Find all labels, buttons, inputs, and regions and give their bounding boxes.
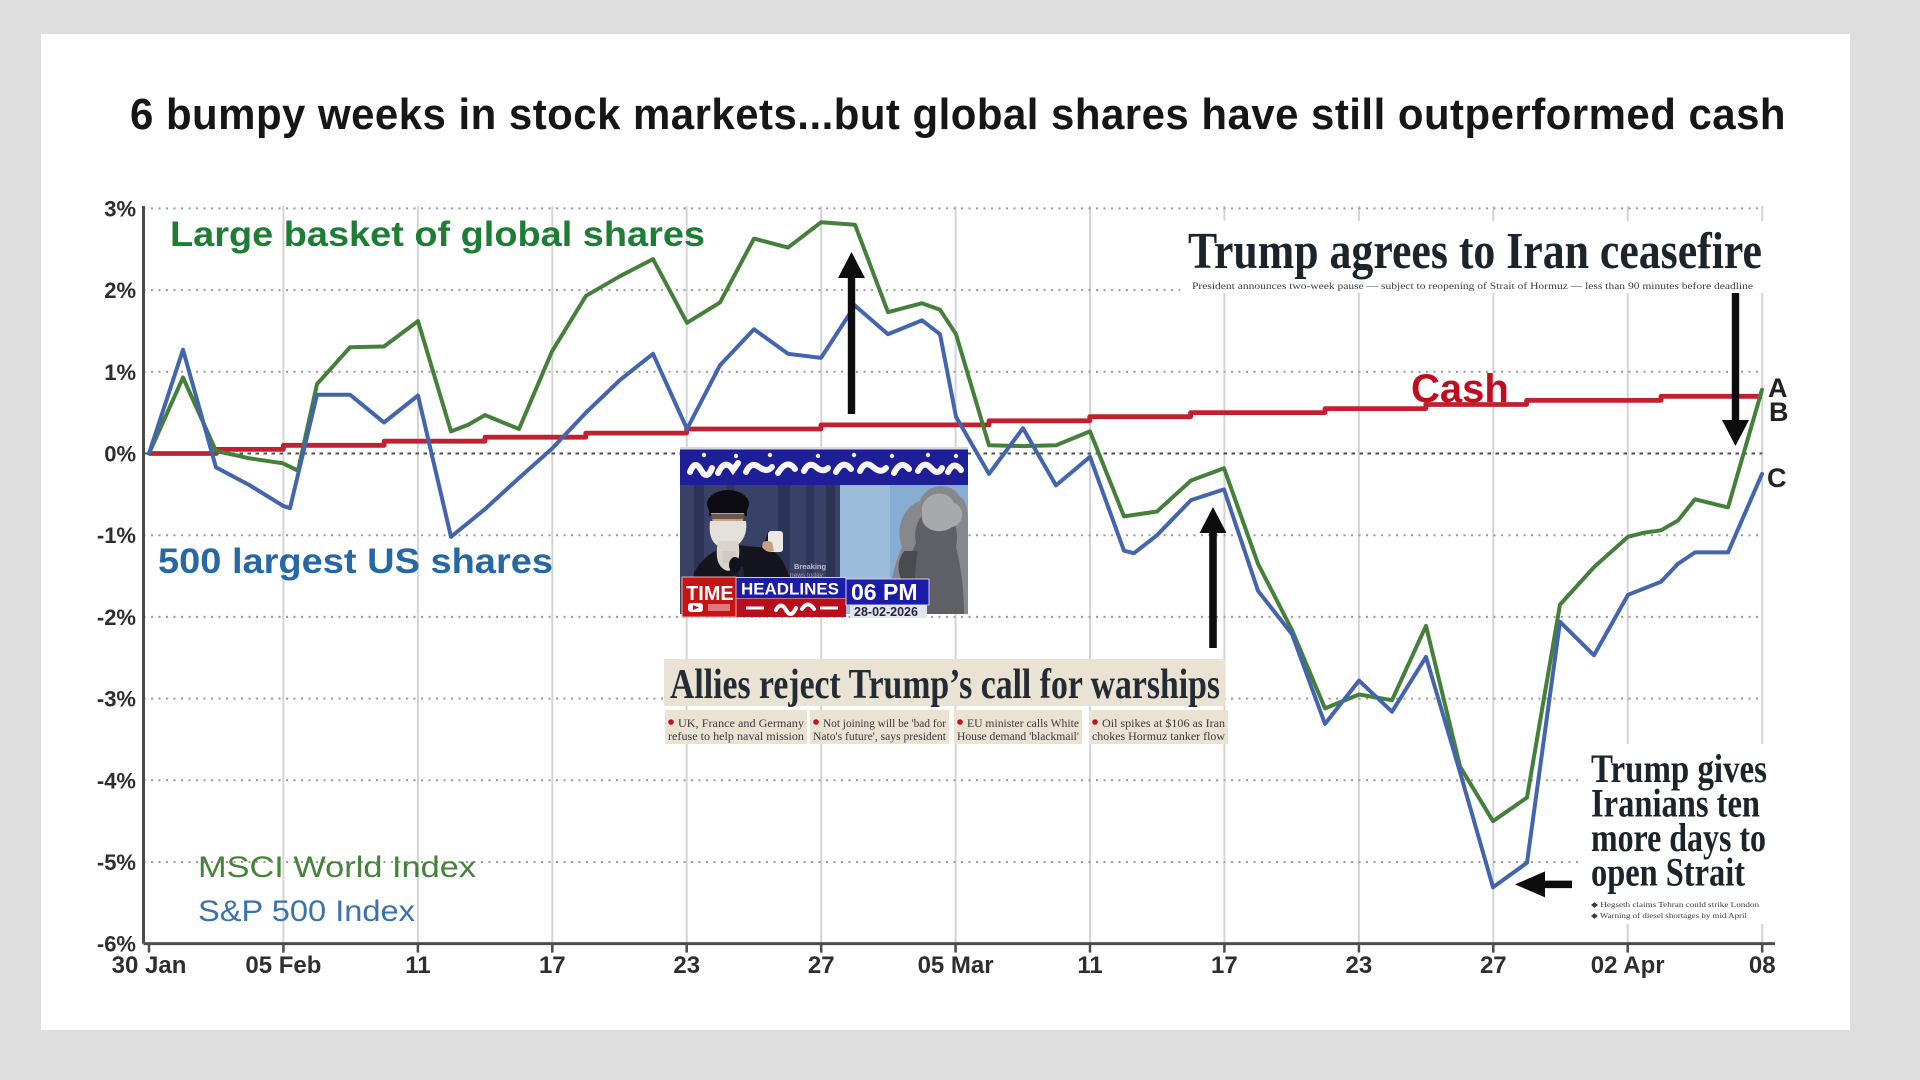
svg-text:2%: 2% <box>104 278 136 303</box>
svg-text:TIME: TIME <box>686 583 734 605</box>
svg-text:Oil spikes at $106 as Iran: Oil spikes at $106 as Iran <box>1102 716 1225 730</box>
svg-text:500 largest US shares: 500 largest US shares <box>158 542 553 581</box>
svg-text:chokes Hormuz tanker flow: chokes Hormuz tanker flow <box>1092 729 1225 743</box>
svg-text:06 PM: 06 PM <box>851 579 917 605</box>
svg-text:Not joining will be 'bad for: Not joining will be 'bad for <box>823 716 946 730</box>
svg-text:11: 11 <box>1077 952 1102 979</box>
svg-text:08: 08 <box>1749 952 1776 979</box>
svg-text:Iranians ten: Iranians ten <box>1591 781 1760 826</box>
svg-text:C: C <box>1767 463 1787 493</box>
svg-text:open Strait: open Strait <box>1591 850 1746 895</box>
svg-text:05 Feb: 05 Feb <box>245 952 321 979</box>
svg-text:05 Mar: 05 Mar <box>918 952 994 979</box>
svg-text:S&P 500 Index: S&P 500 Index <box>198 895 415 928</box>
svg-text:0%: 0% <box>104 442 136 467</box>
svg-text:27: 27 <box>1480 952 1507 979</box>
svg-text:MSCI World Index: MSCI World Index <box>198 851 476 884</box>
svg-text:A: A <box>1768 373 1788 403</box>
svg-text:HEADLINES: HEADLINES <box>741 580 839 599</box>
svg-text:17: 17 <box>539 952 566 979</box>
svg-text:◆ Warning of diesel shortages: ◆ Warning of diesel shortages by mid Apr… <box>1591 911 1747 920</box>
svg-text:23: 23 <box>673 952 700 979</box>
svg-text:-5%: -5% <box>97 850 136 875</box>
svg-text:1%: 1% <box>104 360 136 385</box>
svg-text:Trump gives: Trump gives <box>1591 746 1767 791</box>
svg-text:02 Apr: 02 Apr <box>1591 952 1665 979</box>
svg-text:EU minister calls White: EU minister calls White <box>967 716 1079 730</box>
svg-text:-4%: -4% <box>97 768 136 793</box>
svg-text:Breaking: Breaking <box>794 562 827 571</box>
svg-text:refuse to help naval mission: refuse to help naval mission <box>668 729 804 743</box>
svg-text:Cash: Cash <box>1411 367 1509 411</box>
svg-text:28-02-2026: 28-02-2026 <box>854 605 918 619</box>
svg-text:UK, France and Germany: UK, France and Germany <box>678 716 804 730</box>
svg-text:Large basket of global shares: Large basket of global shares <box>170 215 705 254</box>
svg-text:Allies reject Trump’s call for: Allies reject Trump’s call for warships <box>670 662 1220 708</box>
svg-text:23: 23 <box>1346 952 1373 979</box>
svg-text:6 bumpy weeks in stock markets: 6 bumpy weeks in stock markets...but glo… <box>130 90 1786 139</box>
svg-text:B: B <box>1769 397 1789 427</box>
svg-text:House demand 'blackmail': House demand 'blackmail' <box>957 729 1079 743</box>
svg-text:3%: 3% <box>104 196 136 221</box>
svg-text:11: 11 <box>405 952 430 979</box>
svg-text:17: 17 <box>1211 952 1238 979</box>
svg-text:-1%: -1% <box>97 523 136 548</box>
svg-text:-6%: -6% <box>97 932 136 957</box>
svg-text:President announces two-week p: President announces two-week pause — sub… <box>1192 281 1753 291</box>
svg-text:-2%: -2% <box>97 605 136 630</box>
svg-text:30 Jan: 30 Jan <box>112 952 187 979</box>
svg-text:Nato's future', says president: Nato's future', says president <box>813 729 947 743</box>
svg-text:Trump agrees to Iran ceasefire: Trump agrees to Iran ceasefire <box>1188 223 1762 280</box>
svg-text:news today: news today <box>790 572 824 579</box>
svg-text:more days to: more days to <box>1591 815 1766 860</box>
svg-text:-3%: -3% <box>97 687 136 712</box>
svg-text:27: 27 <box>808 952 835 979</box>
svg-text:◆ Hegseth claims Tehran could: ◆ Hegseth claims Tehran could strike Lon… <box>1591 900 1759 909</box>
